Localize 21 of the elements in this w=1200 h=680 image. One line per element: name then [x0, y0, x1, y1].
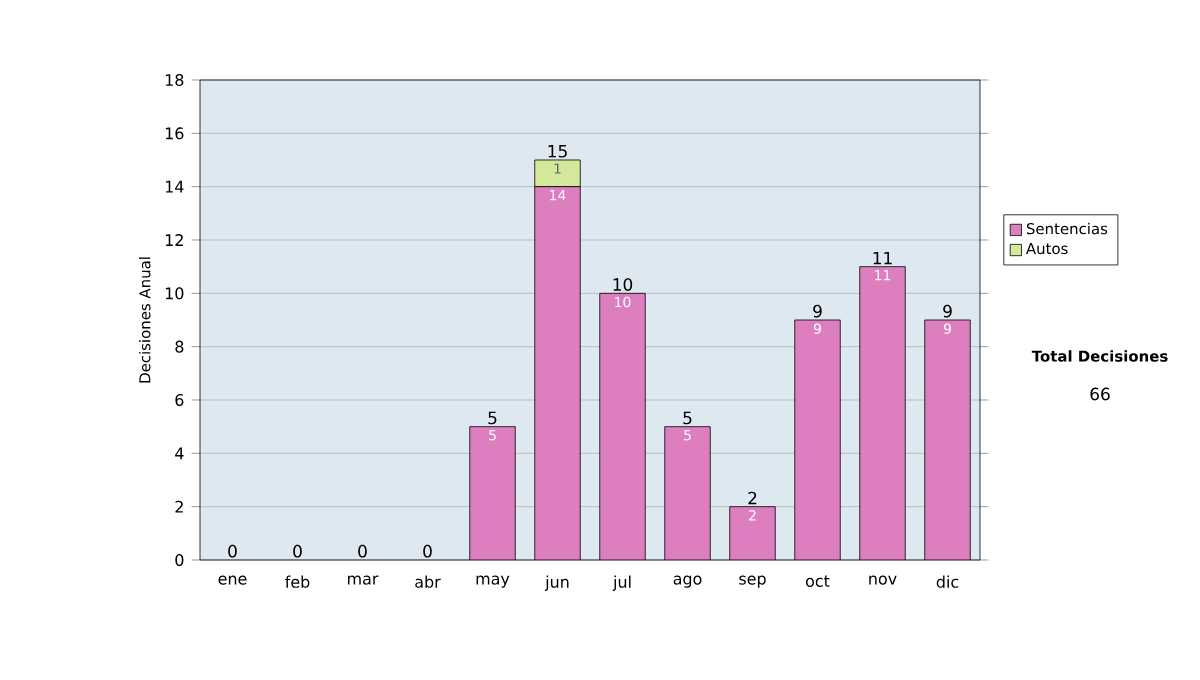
- total-label: 10: [613, 278, 633, 291]
- total-label: 5: [488, 411, 497, 425]
- total-label: 15: [548, 145, 567, 158]
- total-label: 0: [423, 544, 432, 558]
- bar: [859, 266, 906, 560]
- bar: [729, 506, 776, 560]
- bar: [924, 319, 971, 560]
- total-label: 9: [813, 304, 822, 318]
- total-label: 5: [683, 411, 692, 425]
- total-label: 11: [873, 251, 892, 265]
- bar: [534, 186, 581, 560]
- total-label: 9: [943, 304, 952, 318]
- total-label: 0: [293, 544, 302, 558]
- total-label: 0: [358, 544, 367, 558]
- bar: [469, 426, 516, 560]
- text: 66: [1090, 387, 1110, 401]
- bar: [794, 319, 841, 560]
- bar: [599, 292, 646, 560]
- bar: [664, 426, 711, 560]
- total-label: 0: [228, 544, 237, 558]
- total-label: 2: [748, 491, 757, 505]
